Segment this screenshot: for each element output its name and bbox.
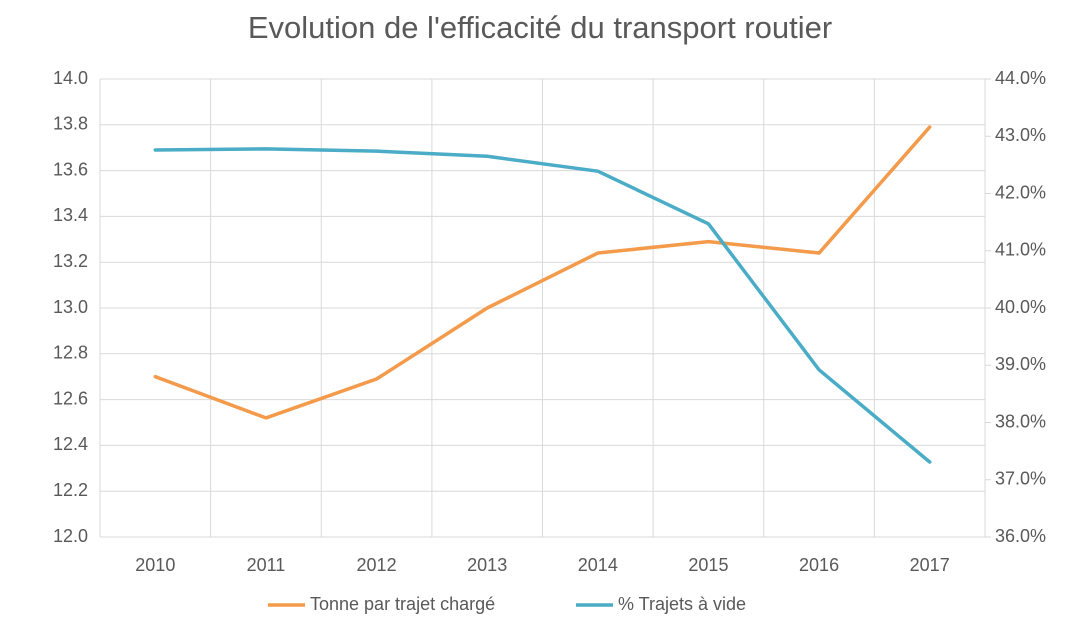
x-tick-label: 2014 <box>578 555 618 575</box>
y-tick-label: 12.8 <box>53 343 88 363</box>
y2-tick-label: 42.0% <box>995 182 1046 202</box>
y-tick-label: 12.4 <box>53 434 88 454</box>
y2-tick-label: 43.0% <box>995 125 1046 145</box>
y-tick-label: 12.6 <box>53 388 88 408</box>
y-tick-label: 13.2 <box>53 251 88 271</box>
y-tick-label: 13.0 <box>53 297 88 317</box>
x-tick-label: 2016 <box>799 555 839 575</box>
legend-label: % Trajets à vide <box>618 594 746 614</box>
y-tick-label: 14.0 <box>53 68 88 88</box>
y2-tick-label: 40.0% <box>995 297 1046 317</box>
y2-tick-label: 44.0% <box>995 68 1046 88</box>
y-tick-label: 13.6 <box>53 159 88 179</box>
x-tick-label: 2011 <box>247 555 286 575</box>
y2-tick-label: 39.0% <box>995 354 1046 374</box>
series-line <box>153 147 932 464</box>
chart-title: Evolution de l'efficacité du transport r… <box>248 10 832 45</box>
x-tick-label: 2017 <box>910 555 950 575</box>
x-tick-label: 2015 <box>688 555 728 575</box>
x-tick-label: 2013 <box>467 555 507 575</box>
y2-tick-label: 36.0% <box>995 526 1046 546</box>
x-tick-label: 2010 <box>135 555 175 575</box>
y-tick-label: 12.2 <box>53 480 88 500</box>
y-tick-label: 12.0 <box>53 526 88 546</box>
y2-tick-label: 38.0% <box>995 411 1046 431</box>
series-line <box>153 125 932 420</box>
y-tick-label: 13.4 <box>53 205 88 225</box>
y2-tick-label: 41.0% <box>995 240 1046 260</box>
x-tick-label: 2012 <box>357 555 397 575</box>
y2-tick-label: 37.0% <box>995 469 1046 489</box>
y-tick-label: 13.8 <box>53 114 88 134</box>
legend-label: Tonne par trajet chargé <box>310 594 495 614</box>
